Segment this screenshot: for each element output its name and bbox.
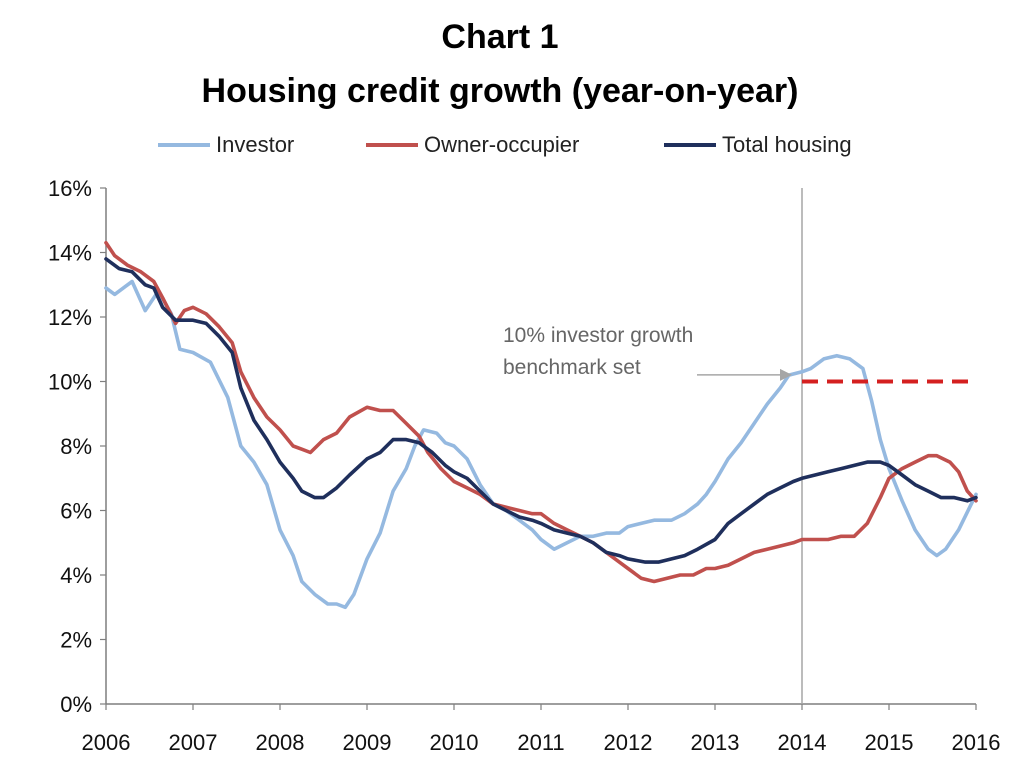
series-line-total-housing (104, 257, 978, 564)
chart-subtitle: Housing credit growth (year-on-year) (201, 72, 799, 110)
x-tick-label: 2008 (256, 730, 305, 755)
x-tick-label: 2006 (82, 730, 131, 755)
legend-swatch-owner-occupier (366, 143, 418, 147)
chart-legend: Investor Owner-occupier Total housing (0, 130, 1024, 160)
y-tick-label: 6% (60, 499, 92, 524)
x-tick-label: 2014 (778, 730, 827, 755)
legend-label-investor: Investor (216, 132, 295, 157)
legend-item-total-housing: Total housing (664, 130, 852, 160)
y-tick-label: 8% (60, 434, 92, 459)
x-tick-label: 2011 (517, 730, 564, 755)
x-tick-label: 2013 (691, 730, 740, 755)
y-tick-label: 2% (60, 628, 92, 653)
x-tick-label: 2016 (952, 730, 1001, 755)
y-tick-label: 0% (60, 692, 92, 717)
plot-area: 0% 2% 4% 6% 8% 10% 12% 14% 16% 2006 2007 2008 2009 20… (48, 176, 1001, 755)
legend-swatch-investor (158, 143, 210, 147)
legend-label-owner-occupier: Owner-occupier (424, 132, 580, 157)
series-line-investor (104, 279, 978, 610)
x-tick-label: 2009 (343, 730, 392, 755)
annotation-line-1: 10% investor growth (503, 324, 693, 347)
x-tick-label: 2007 (169, 730, 218, 755)
series-line-owner-occupier (104, 241, 978, 584)
x-tick-label: 2012 (604, 730, 653, 755)
y-tick-label: 16% (48, 176, 92, 201)
x-tick-label: 2010 (430, 730, 479, 755)
y-tick-label: 10% (48, 370, 92, 395)
annotation-arrow-head (780, 368, 792, 381)
x-tick-label: 2015 (865, 730, 914, 755)
chart-title: Chart 1 (441, 18, 559, 56)
y-tick-label: 4% (60, 563, 92, 588)
legend-item-investor: Investor (158, 130, 294, 160)
y-tick-label: 12% (48, 305, 92, 330)
legend-swatch-total-housing (664, 143, 716, 147)
legend-item-owner-occupier: Owner-occupier (366, 130, 579, 160)
y-tick-label: 14% (48, 241, 92, 266)
legend-label-total-housing: Total housing (722, 132, 852, 157)
annotation-line-2: benchmark set (503, 356, 641, 379)
